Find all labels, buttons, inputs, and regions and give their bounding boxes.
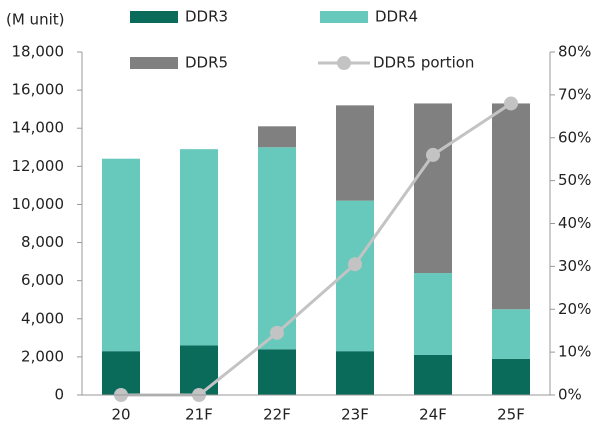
x-tick-label: 21F <box>185 406 213 424</box>
bar-segment <box>102 158 140 352</box>
bar-segment <box>492 358 530 395</box>
bar-segment <box>258 349 296 395</box>
line-point <box>270 325 284 340</box>
legend-marker <box>337 56 351 70</box>
bar-segment <box>258 147 296 350</box>
bar-segment <box>492 103 530 310</box>
legend-label: DDR5 <box>185 54 228 72</box>
x-tick-label: 25F <box>497 406 525 424</box>
bar-segment <box>492 309 530 359</box>
y-tick-label: 8,000 <box>21 233 64 251</box>
bar-segment <box>102 351 140 395</box>
bar-segment <box>180 345 218 395</box>
legend-label: DDR4 <box>375 8 418 26</box>
bar-segment <box>258 126 296 148</box>
y2-tick-label: 80% <box>558 43 591 61</box>
legend-swatch <box>130 57 178 69</box>
y-tick-label: 14,000 <box>12 119 65 137</box>
y2-tick-label: 70% <box>558 85 591 103</box>
y-tick-label: 12,000 <box>12 157 65 175</box>
bar-segment <box>414 354 452 395</box>
y-tick-label: 18,000 <box>12 43 65 61</box>
legend-label: DDR3 <box>185 8 228 26</box>
line-point <box>348 257 362 272</box>
legend-swatch <box>130 11 178 23</box>
y-tick-label: 0 <box>54 386 64 404</box>
y2-tick-label: 30% <box>558 257 591 275</box>
line-point <box>426 147 440 162</box>
x-tick-label: 24F <box>419 406 447 424</box>
line <box>121 102 512 397</box>
y2-tick-label: 10% <box>558 343 591 361</box>
bar-segment <box>336 105 374 201</box>
bar-segment <box>180 149 218 346</box>
legend-label: DDR5 portion <box>373 54 474 72</box>
x-tick-label: 20 <box>111 406 130 424</box>
y-tick-label: 4,000 <box>21 309 64 327</box>
x-tick-label: 23F <box>341 406 369 424</box>
x-tick-label: 22F <box>263 406 291 424</box>
y-tick-label: 2,000 <box>21 347 64 365</box>
bar-segment <box>336 351 374 395</box>
y2-tick-label: 0% <box>558 386 582 404</box>
y-tick-label: 6,000 <box>21 271 64 289</box>
y-tick-label: 16,000 <box>12 81 65 99</box>
y2-tick-label: 50% <box>558 171 591 189</box>
legend-swatch <box>320 11 368 23</box>
bar-segment <box>414 103 452 274</box>
y2-tick-label: 40% <box>558 214 591 232</box>
line-point <box>504 96 518 111</box>
bar-segment <box>414 273 452 355</box>
y-tick-label: 10,000 <box>12 195 65 213</box>
y2-tick-label: 20% <box>558 300 591 318</box>
y-axis-label: (M unit) <box>6 11 64 29</box>
y2-tick-label: 60% <box>558 128 591 146</box>
